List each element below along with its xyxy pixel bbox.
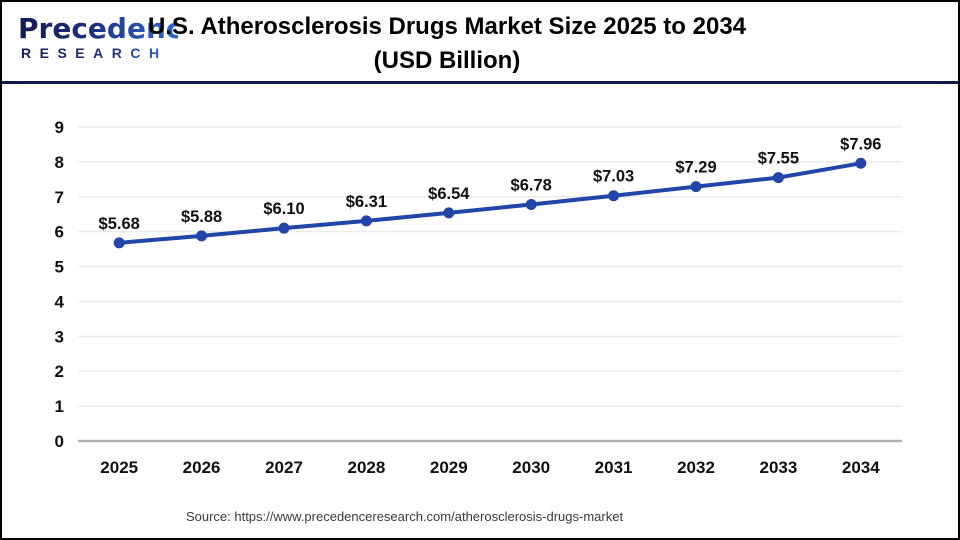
- title-line-2: (USD Billion): [373, 47, 521, 74]
- data-point-label: $6.31: [346, 193, 387, 211]
- header-divider: [2, 81, 958, 84]
- data-point-label: $7.55: [758, 150, 799, 168]
- y-tick-label: 5: [55, 258, 64, 277]
- data-point: [278, 222, 290, 234]
- y-tick-label: 2: [55, 362, 64, 381]
- trend-line: [117, 161, 863, 245]
- x-tick-label: 2026: [183, 458, 221, 477]
- data-point: [525, 198, 537, 210]
- data-point-label: $5.88: [181, 208, 222, 226]
- x-tick-label: 2025: [100, 458, 138, 477]
- data-point: [113, 237, 125, 249]
- data-point: [360, 215, 372, 227]
- title-line-1: U.S. Atherosclerosis Drugs Market Size 2…: [147, 13, 747, 40]
- y-tick-label: 1: [55, 397, 64, 416]
- header: Precedence RESEARCH U.S. Atherosclerosis…: [2, 2, 958, 82]
- logo-subtitle: RESEARCH: [18, 45, 178, 61]
- y-tick-label: 3: [55, 327, 64, 346]
- data-point: [855, 157, 867, 169]
- y-tick-label: 0: [55, 432, 64, 451]
- data-point: [196, 230, 208, 242]
- data-point-label: $6.78: [511, 176, 552, 194]
- x-tick-label: 2031: [595, 458, 633, 477]
- y-tick-label: 9: [55, 118, 64, 137]
- data-point-label: $6.54: [428, 185, 470, 203]
- data-point: [443, 207, 455, 219]
- logo-wordmark: Precedence: [18, 12, 202, 45]
- brand-logo: Precedence RESEARCH: [18, 12, 202, 61]
- source-text: Source: https://www.precedenceresearch.c…: [185, 509, 624, 524]
- line-chart: 0 1 2 3 4 5 6 7 8 9 2025 2026 2027 2028 2029 2030 2031 20…: [2, 84, 958, 536]
- data-point: [690, 181, 702, 193]
- x-tick-label: 2028: [347, 458, 385, 477]
- data-point-label: $7.29: [675, 159, 716, 177]
- y-tick-label: 8: [55, 153, 64, 172]
- y-tick-label: 4: [55, 292, 65, 311]
- x-tick-label: 2029: [430, 458, 468, 477]
- data-point-label: $7.03: [593, 168, 634, 186]
- data-point: [608, 190, 620, 202]
- data-point: [772, 172, 784, 184]
- data-point-label: $7.96: [840, 135, 881, 153]
- chart-canvas: 0 1 2 3 4 5 6 7 8 9 2025 2026 2027 2028 2029 2030 2031 20…: [55, 118, 902, 477]
- x-tick-label: 2032: [677, 458, 715, 477]
- x-tick-label: 2033: [759, 458, 797, 477]
- y-tick-label: 6: [55, 223, 64, 242]
- x-tick-label: 2027: [265, 458, 303, 477]
- y-tick-label: 7: [55, 188, 64, 207]
- data-point-label: $5.68: [99, 215, 140, 233]
- data-point-label: $6.10: [263, 200, 304, 218]
- x-tick-label: 2030: [512, 458, 550, 477]
- x-tick-label: 2034: [842, 458, 880, 477]
- page-title: U.S. Atherosclerosis Drugs Market Size 2…: [2, 10, 892, 78]
